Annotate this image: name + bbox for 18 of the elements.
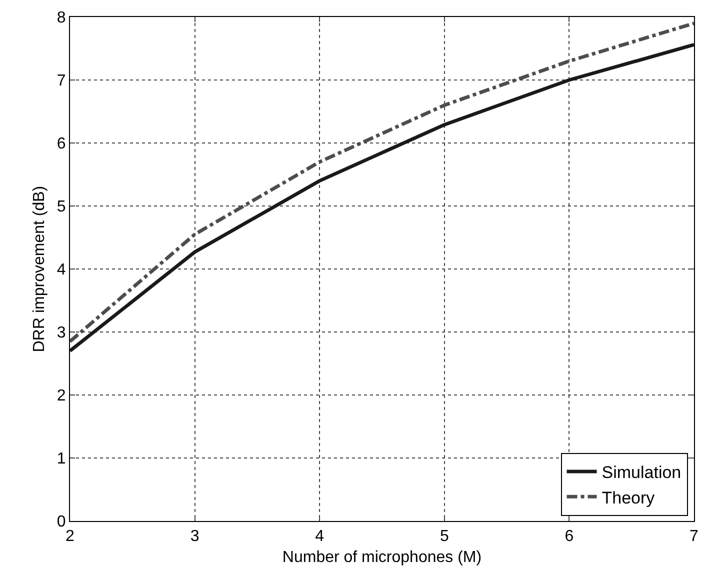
x-tick-label: 6 — [564, 528, 574, 546]
y-tick-label: 4 — [56, 262, 66, 279]
legend-label: Theory — [602, 488, 656, 508]
x-tick-label: 7 — [690, 528, 699, 546]
y-tick-label: 2 — [56, 388, 66, 405]
y-tick-label: 0 — [56, 514, 66, 531]
y-tick-label: 1 — [56, 450, 66, 468]
x-tick-label: 3 — [190, 528, 200, 546]
x-tick-label: 5 — [440, 528, 449, 546]
y-tick-label: 5 — [56, 198, 66, 216]
x-axis-title: Number of microphones (M) — [282, 548, 482, 566]
y-tick-label: 7 — [56, 72, 66, 90]
legend-label: Simulation — [602, 463, 682, 482]
y-tick-label: 8 — [56, 10, 66, 27]
y-tick-label: 3 — [56, 324, 66, 342]
x-tick-label: 4 — [315, 528, 324, 546]
y-tick-label: 6 — [56, 136, 66, 153]
y-axis-title: DRR improvement (dB) — [30, 186, 48, 352]
